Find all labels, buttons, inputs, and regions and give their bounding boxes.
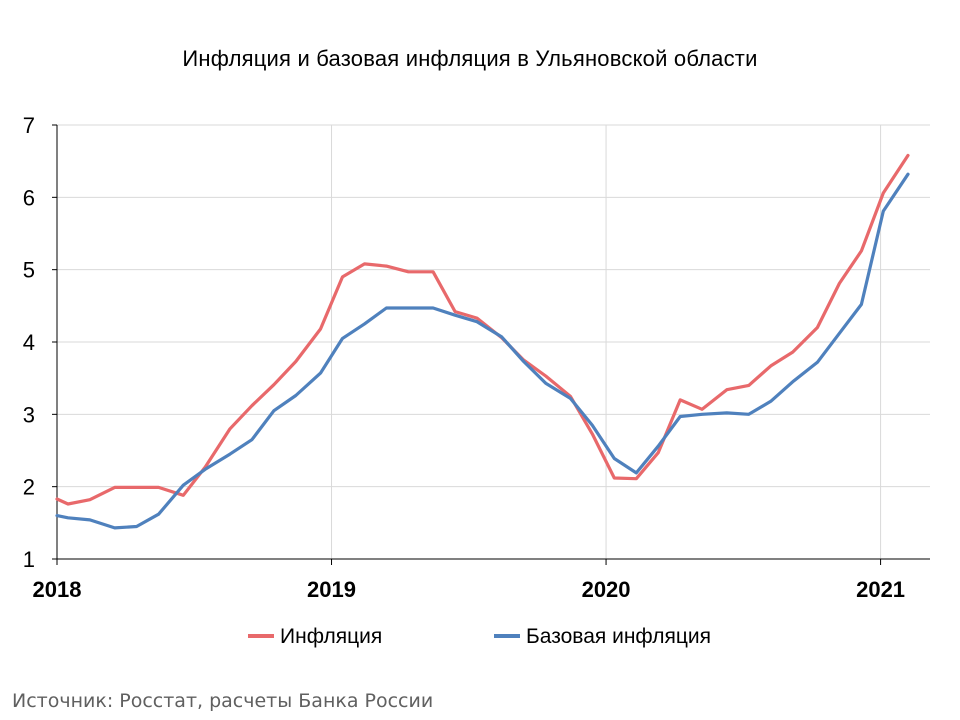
- legend-label-2: Базовая инфляция: [526, 625, 711, 648]
- axes: [52, 124, 930, 565]
- x-tick-label: 2020: [582, 577, 631, 602]
- series-line-1: [55, 153, 910, 506]
- x-tick-label: 2021: [856, 577, 905, 602]
- y-tick-label: 2: [23, 475, 35, 500]
- series-line-2: [55, 172, 910, 530]
- series-lines: [55, 153, 910, 530]
- tick-labels: 1 2 3 4 5 6 7 2018 2019 2020 2021: [23, 113, 905, 602]
- y-tick-label: 7: [23, 113, 35, 138]
- legend: Инфляция Базовая инфляция: [248, 625, 711, 648]
- legend-label-1: Инфляция: [280, 625, 382, 648]
- x-tick-label: 2019: [307, 577, 356, 602]
- y-tick-label: 6: [23, 185, 35, 210]
- y-tick-label: 1: [23, 547, 35, 572]
- chart-title: Инфляция и базовая инфляция в Ульяновско…: [182, 46, 758, 71]
- y-tick-label: 3: [23, 402, 35, 427]
- y-tick-label: 4: [23, 330, 35, 355]
- x-tick-label: 2018: [33, 577, 82, 602]
- source-note: Источник: Росстат, расчеты Банка России: [12, 690, 434, 712]
- grid-lines: [57, 124, 930, 559]
- y-tick-label: 5: [23, 258, 35, 283]
